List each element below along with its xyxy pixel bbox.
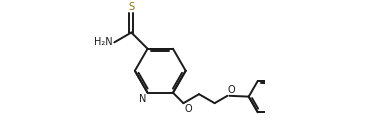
Text: O: O xyxy=(184,105,192,115)
Text: N: N xyxy=(140,94,147,104)
Text: H₂N: H₂N xyxy=(94,37,113,47)
Text: S: S xyxy=(128,2,134,12)
Text: O: O xyxy=(228,85,235,95)
